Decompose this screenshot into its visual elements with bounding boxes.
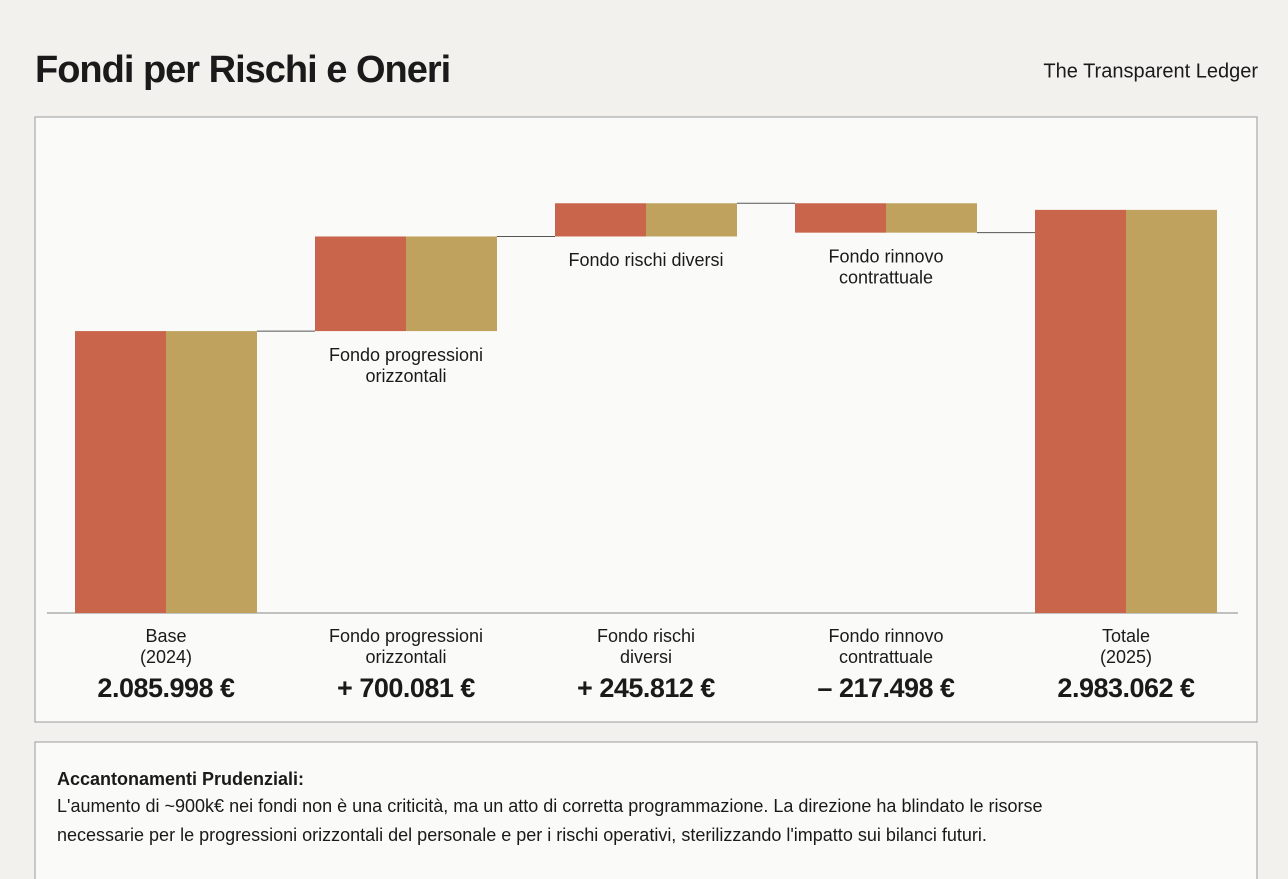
category-label: Base [145,626,186,646]
category-label: (2025) [1100,647,1152,667]
note-line: L'aumento di ~900k€ nei fondi non è una … [57,796,1043,816]
bar-segment [75,331,166,613]
bar-segment [315,236,406,332]
annotation: Fondo rinnovo [828,246,943,266]
bar-segment [646,203,737,237]
bar-segment [886,203,977,233]
value-label: + 700.081 € [337,673,475,703]
category-label: orizzontali [365,647,446,667]
brand: The Transparent Ledger [1043,60,1258,82]
value-label: 2.983.062 € [1057,673,1195,703]
annotation: Fondo rischi diversi [568,250,723,270]
note-line: necessarie per le progressioni orizzonta… [57,825,987,845]
category-label: Fondo rinnovo [828,626,943,646]
value-label: + 245.812 € [577,673,715,703]
note-panel [34,741,1258,879]
category-label: Fondo rischi [597,626,695,646]
category-label: Fondo progressioni [329,626,483,646]
note-title: Accantonamenti Prudenziali: [57,769,304,789]
category-label: Totale [1102,626,1150,646]
bar-segment [166,331,257,613]
category-label: (2024) [140,647,192,667]
category-label: contrattuale [839,647,933,667]
bar-segment [1035,209,1126,613]
annotation: contrattuale [839,267,933,287]
value-label: 2.085.998 € [97,673,235,703]
bar-segment [1126,209,1217,613]
title: Fondi per Rischi e Oneri [35,49,450,91]
bar-segment [555,203,646,237]
value-label: – 217.498 € [817,673,955,703]
category-label: diversi [620,647,672,667]
annotation: orizzontali [365,366,446,386]
bar-segment [795,203,886,233]
annotation: Fondo progressioni [329,345,483,365]
bar-segment [406,236,497,332]
